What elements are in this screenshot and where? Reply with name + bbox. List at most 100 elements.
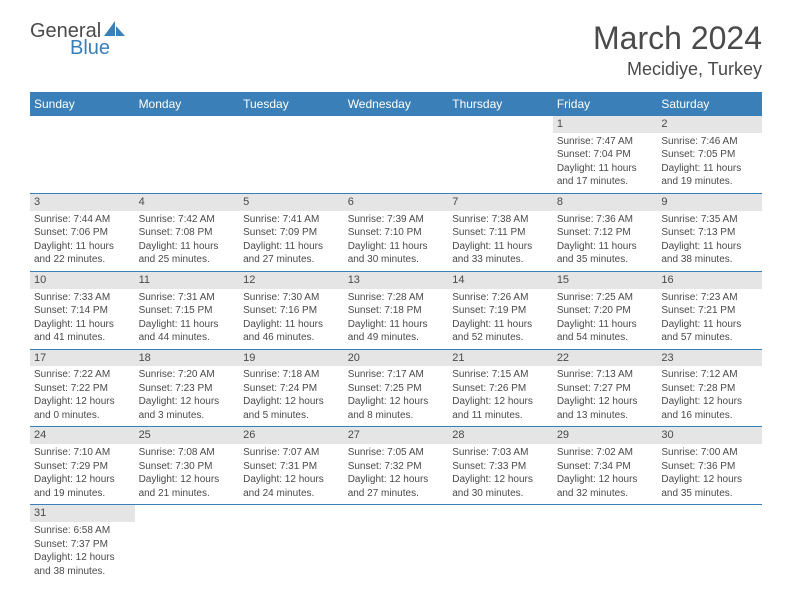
day-cell: 4Sunrise: 7:42 AMSunset: 7:08 PMDaylight… <box>135 193 240 271</box>
daylight-line: Daylight: 12 hours and 11 minutes. <box>452 395 549 422</box>
daylight-line: Daylight: 11 hours and 35 minutes. <box>557 240 654 267</box>
day-cell: 6 Sunrise: 7:39 AMSunset: 7:10 PMDaylight… <box>344 193 449 271</box>
day-number: 23 <box>657 350 762 367</box>
day-header: Saturday <box>657 92 762 116</box>
day-info: Sunrise: 7:39 AMSunset: 7:10 PMDaylight:… <box>348 213 445 267</box>
empty-cell <box>553 505 658 582</box>
day-cell: 12Sunrise: 7:30 AMSunset: 7:16 PMDayligh… <box>239 271 344 349</box>
calendar-week: 1Sunrise: 7:47 AMSunset: 7:04 PMDaylight… <box>30 116 762 193</box>
sunset-line: Sunset: 7:09 PM <box>243 226 340 240</box>
daylight-line: Daylight: 12 hours and 32 minutes. <box>557 473 654 500</box>
sunset-line: Sunset: 7:25 PM <box>348 382 445 396</box>
day-number: 8 <box>553 194 658 211</box>
sunrise-line: Sunrise: 7:15 AM <box>452 368 549 382</box>
calendar-week: 3Sunrise: 7:44 AMSunset: 7:06 PMDaylight… <box>30 193 762 271</box>
daylight-line: Daylight: 11 hours and 49 minutes. <box>348 318 445 345</box>
empty-cell <box>30 116 135 193</box>
day-header: Tuesday <box>239 92 344 116</box>
daylight-line: Daylight: 12 hours and 5 minutes. <box>243 395 340 422</box>
day-number: 14 <box>448 272 553 289</box>
day-number: 22 <box>553 350 658 367</box>
sunrise-line: Sunrise: 7:36 AM <box>557 213 654 227</box>
day-header: Sunday <box>30 92 135 116</box>
sunrise-line: Sunrise: 7:26 AM <box>452 291 549 305</box>
sunrise-line: Sunrise: 7:05 AM <box>348 446 445 460</box>
day-number: 18 <box>135 350 240 367</box>
day-cell: 23Sunrise: 7:12 AMSunset: 7:28 PMDayligh… <box>657 349 762 427</box>
calendar-week: 17Sunrise: 7:22 AMSunset: 7:22 PMDayligh… <box>30 349 762 427</box>
sunset-line: Sunset: 7:33 PM <box>452 460 549 474</box>
sunrise-line: Sunrise: 7:10 AM <box>34 446 131 460</box>
day-header: Monday <box>135 92 240 116</box>
daylight-line: Daylight: 12 hours and 24 minutes. <box>243 473 340 500</box>
daylight-line: Daylight: 11 hours and 19 minutes. <box>661 162 758 189</box>
sunset-line: Sunset: 7:15 PM <box>139 304 236 318</box>
daylight-line: Daylight: 11 hours and 33 minutes. <box>452 240 549 267</box>
sunrise-line: Sunrise: 7:44 AM <box>34 213 131 227</box>
day-info: Sunrise: 7:02 AMSunset: 7:34 PMDaylight:… <box>557 446 654 500</box>
day-number: 16 <box>657 272 762 289</box>
daylight-line: Daylight: 12 hours and 16 minutes. <box>661 395 758 422</box>
day-header: Wednesday <box>344 92 449 116</box>
day-cell: 21Sunrise: 7:15 AMSunset: 7:26 PMDayligh… <box>448 349 553 427</box>
day-info: Sunrise: 7:44 AMSunset: 7:06 PMDaylight:… <box>34 213 131 267</box>
day-number: 19 <box>239 350 344 367</box>
daylight-line: Daylight: 12 hours and 27 minutes. <box>348 473 445 500</box>
daylight-line: Daylight: 12 hours and 35 minutes. <box>661 473 758 500</box>
sunset-line: Sunset: 7:13 PM <box>661 226 758 240</box>
sunset-line: Sunset: 7:20 PM <box>557 304 654 318</box>
day-cell: 20Sunrise: 7:17 AMSunset: 7:25 PMDayligh… <box>344 349 449 427</box>
day-number: 6 <box>344 194 449 211</box>
day-cell: 27Sunrise: 7:05 AMSunset: 7:32 PMDayligh… <box>344 427 449 505</box>
daylight-line: Daylight: 12 hours and 8 minutes. <box>348 395 445 422</box>
daylight-line: Daylight: 12 hours and 19 minutes. <box>34 473 131 500</box>
sunset-line: Sunset: 7:23 PM <box>139 382 236 396</box>
day-number: 7 <box>448 194 553 211</box>
daylight-line: Daylight: 11 hours and 38 minutes. <box>661 240 758 267</box>
day-info: Sunrise: 7:46 AMSunset: 7:05 PMDaylight:… <box>661 135 758 189</box>
day-cell: 18Sunrise: 7:20 AMSunset: 7:23 PMDayligh… <box>135 349 240 427</box>
sunrise-line: Sunrise: 7:18 AM <box>243 368 340 382</box>
daylight-line: Daylight: 12 hours and 21 minutes. <box>139 473 236 500</box>
sunset-line: Sunset: 7:06 PM <box>34 226 131 240</box>
day-cell: 26 Sunrise: 7:07 AMSunset: 7:31 PMDayligh… <box>239 427 344 505</box>
empty-cell <box>344 116 449 193</box>
day-info: Sunrise: 7:15 AMSunset: 7:26 PMDaylight:… <box>452 368 549 422</box>
day-info: Sunrise: 7:23 AMSunset: 7:21 PMDaylight:… <box>661 291 758 345</box>
sunset-line: Sunset: 7:14 PM <box>34 304 131 318</box>
sunrise-line: Sunrise: 7:31 AM <box>139 291 236 305</box>
sunset-line: Sunset: 7:18 PM <box>348 304 445 318</box>
day-info: Sunrise: 7:31 AMSunset: 7:15 PMDaylight:… <box>139 291 236 345</box>
day-info: Sunrise: 7:25 AMSunset: 7:20 PMDaylight:… <box>557 291 654 345</box>
day-info: Sunrise: 7:13 AMSunset: 7:27 PMDaylight:… <box>557 368 654 422</box>
sunrise-line: Sunrise: 7:02 AM <box>557 446 654 460</box>
day-info: Sunrise: 7:07 AMSunset: 7:31 PMDaylight:… <box>243 446 340 500</box>
day-number: 21 <box>448 350 553 367</box>
sunrise-line: Sunrise: 7:00 AM <box>661 446 758 460</box>
sunset-line: Sunset: 7:12 PM <box>557 226 654 240</box>
empty-cell <box>448 116 553 193</box>
sunrise-line: Sunrise: 7:23 AM <box>661 291 758 305</box>
daylight-line: Daylight: 11 hours and 52 minutes. <box>452 318 549 345</box>
day-cell: 24Sunrise: 7:10 AMSunset: 7:29 PMDayligh… <box>30 427 135 505</box>
day-number: 27 <box>344 427 449 444</box>
empty-cell <box>344 505 449 582</box>
month-title: March 2024 <box>593 20 762 57</box>
empty-cell <box>135 116 240 193</box>
day-info: Sunrise: 7:03 AMSunset: 7:33 PMDaylight:… <box>452 446 549 500</box>
daylight-line: Daylight: 12 hours and 3 minutes. <box>139 395 236 422</box>
day-number: 26 <box>239 427 344 444</box>
sunset-line: Sunset: 7:08 PM <box>139 226 236 240</box>
day-number: 29 <box>553 427 658 444</box>
day-cell: 16 Sunrise: 7:23 AMSunset: 7:21 PMDayligh… <box>657 271 762 349</box>
day-cell: 9Sunrise: 7:35 AMSunset: 7:13 PMDaylight… <box>657 193 762 271</box>
day-cell: 22Sunrise: 7:13 AMSunset: 7:27 PMDayligh… <box>553 349 658 427</box>
location-text: Mecidiye, Turkey <box>593 59 762 80</box>
day-cell: 28Sunrise: 7:03 AMSunset: 7:33 PMDayligh… <box>448 427 553 505</box>
sunrise-line: Sunrise: 7:35 AM <box>661 213 758 227</box>
sunset-line: Sunset: 7:27 PM <box>557 382 654 396</box>
day-number: 2 <box>657 116 762 133</box>
day-info: Sunrise: 7:41 AMSunset: 7:09 PMDaylight:… <box>243 213 340 267</box>
day-cell: 5Sunrise: 7:41 AMSunset: 7:09 PMDaylight… <box>239 193 344 271</box>
sunset-line: Sunset: 7:22 PM <box>34 382 131 396</box>
